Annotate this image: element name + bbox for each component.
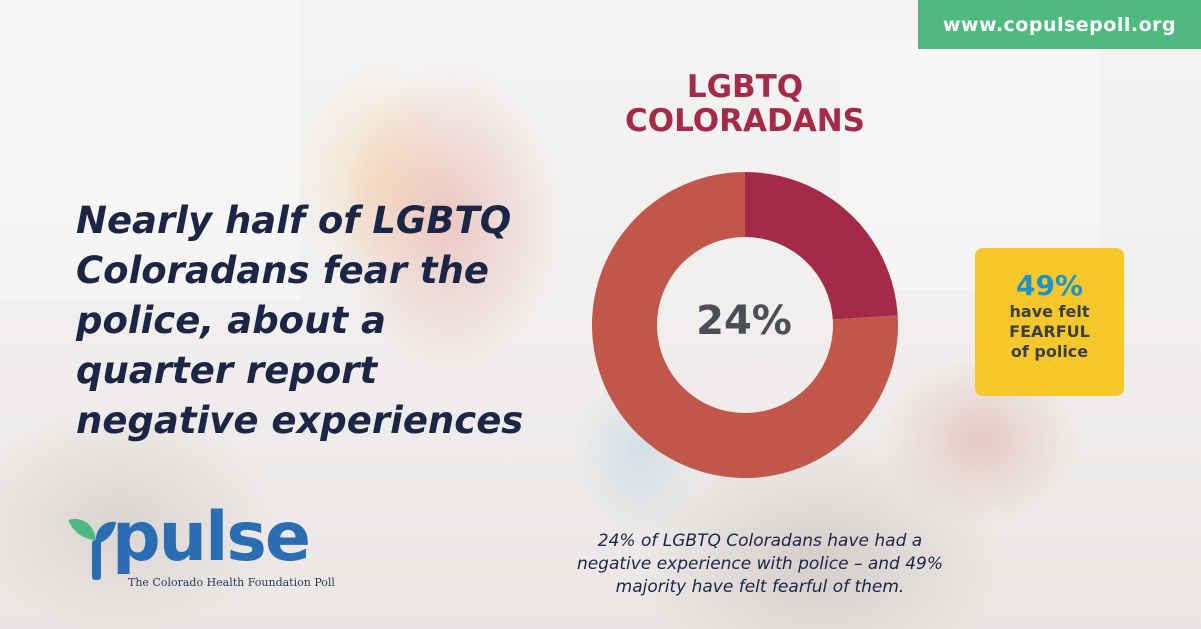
pulse-leaf-icon [68,518,116,580]
headline: Nearly half of LGBTQ Coloradans fear the… [76,199,524,442]
footnote: 24% of LGBTQ Coloradans have had a negat… [540,530,980,599]
callout-line-3: of police [1010,342,1089,361]
donut-slice-0 [745,172,898,320]
chart-title-line-1: LGBTQ [686,69,804,105]
chart-title: LGBTQ COLORADANS [595,70,895,138]
pulse-wordmark: pulse [112,498,311,577]
callout-line-2: FEARFUL [1009,322,1090,341]
footnote-line-1: 24% of LGBTQ Coloradans have had a [597,531,923,551]
pulse-logo: pulse The Colorado Health Foundation Pol… [66,498,336,592]
callout-percent: 49% [1015,269,1084,302]
chart-title-line-2: COLORADANS [625,103,865,139]
donut-chart [592,172,898,478]
pulse-tagline: The Colorado Health Foundation Poll [128,576,335,589]
footnote-line-2: negative experience with police – and 49… [576,554,944,574]
url-badge[interactable]: www.copulsepoll.org [918,0,1201,49]
donut-center-label: 24% [696,298,792,344]
callout-line-1: have felt [1009,302,1090,321]
donut-slice-1 [592,172,898,478]
footnote-line-3: majority have felt fearful of them. [615,577,905,597]
fearful-callout: 49% have felt FEARFUL of police [975,248,1124,396]
